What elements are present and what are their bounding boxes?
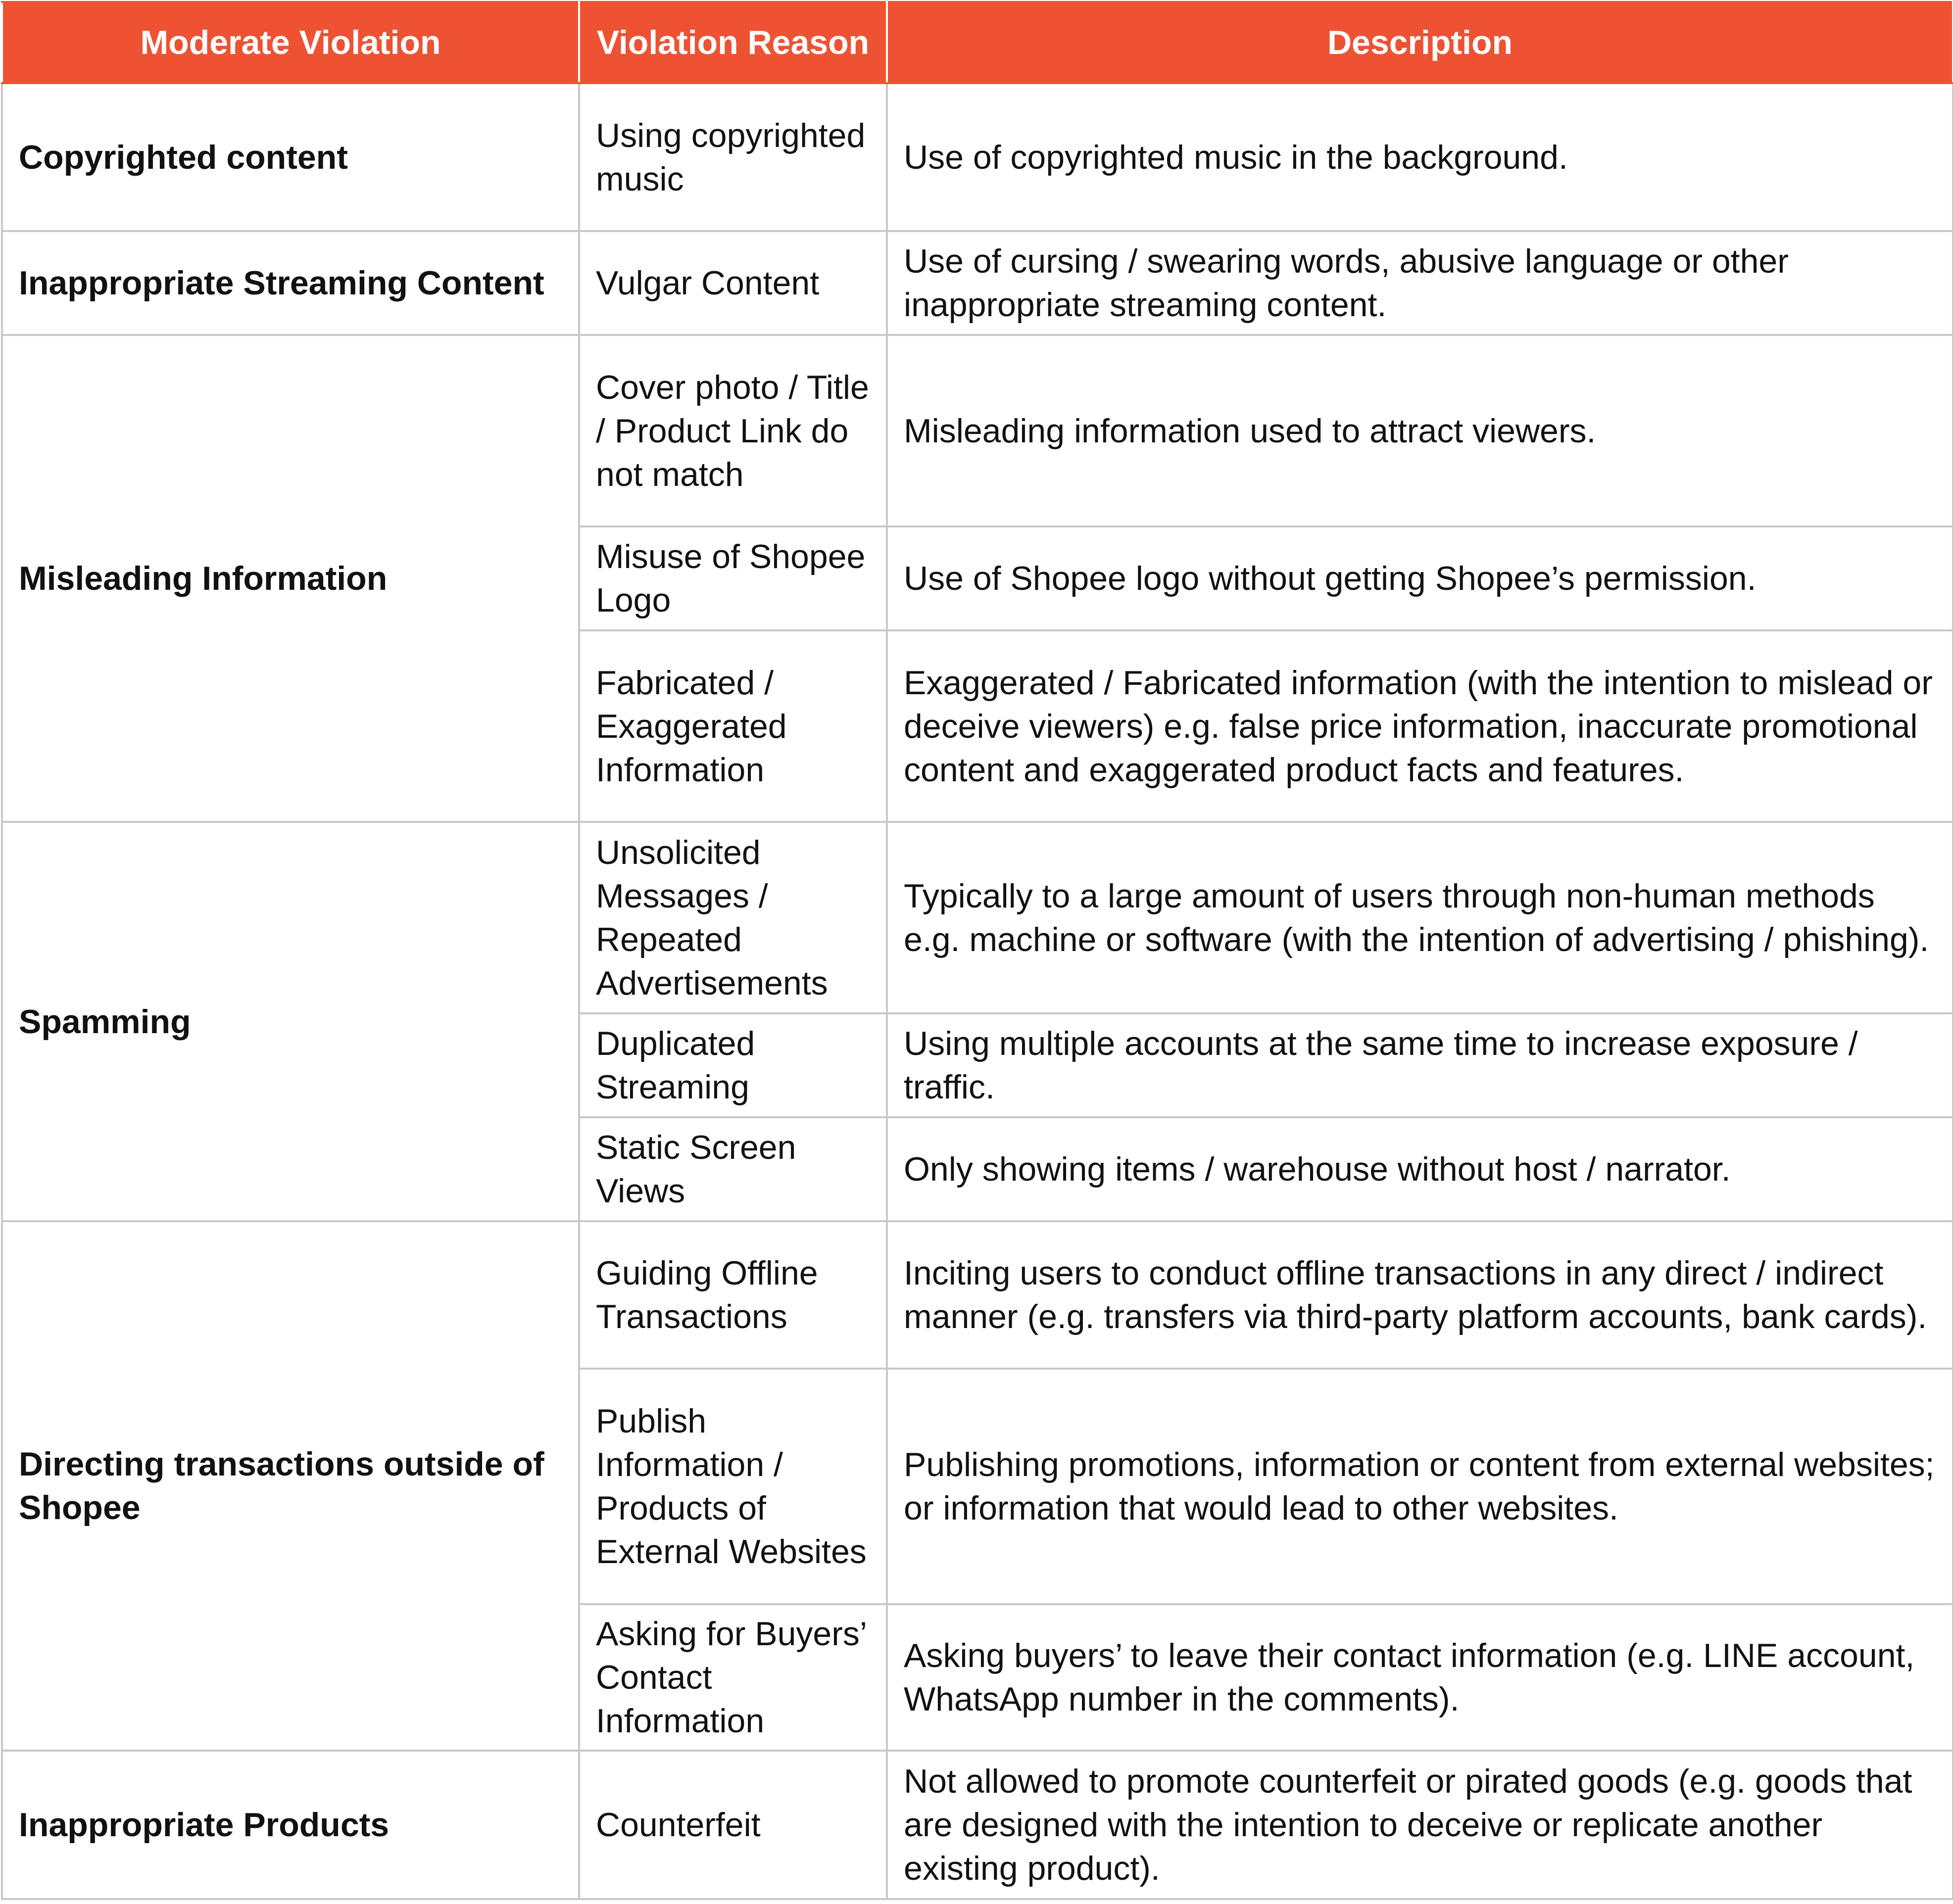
reason-cell: Using copyrighted music	[578, 82, 888, 232]
reason-cell: Publish Information / Products of Extern…	[578, 1368, 888, 1605]
table-row: Fabricated / Exaggerated Information Exa…	[2, 629, 1953, 823]
description-cell: Misleading information used to attract v…	[886, 334, 1953, 527]
reason-cell: Fabricated / Exaggerated Information	[578, 629, 888, 823]
description-cell: Exaggerated / Fabricated information (wi…	[886, 629, 1953, 823]
description-cell: Using multiple accounts at the same time…	[886, 1012, 1953, 1118]
table-row: Directing transactions outside of Shopee…	[1, 1220, 1953, 1752]
category-cell: Inappropriate Products	[1, 1750, 580, 1900]
table-row: Publish Information / Products of Extern…	[2, 1368, 1953, 1605]
description-cell: Inciting users to conduct offline transa…	[886, 1220, 1953, 1370]
description-cell: Publishing promotions, information or co…	[886, 1368, 1953, 1605]
table-row: Static Screen Views Only showing items /…	[2, 1116, 1953, 1222]
header-row: Moderate Violation Violation Reason Desc…	[1, 1, 1953, 84]
description-cell: Use of copyrighted music in the backgrou…	[886, 82, 1953, 232]
table-row: Spamming Unsolicited Messages / Repeated…	[1, 821, 1953, 1222]
reason-cell: Vulgar Content	[578, 230, 888, 336]
category-cell: Spamming	[1, 821, 580, 1222]
description-cell: Typically to a large amount of users thr…	[886, 821, 1953, 1014]
table-row: Misleading Information Cover photo / Tit…	[1, 334, 1953, 823]
reason-cell: Guiding Offline Transactions	[578, 1220, 888, 1370]
table-row: Asking for Buyers’ Contact Information A…	[2, 1603, 1953, 1752]
description-cell: Asking buyers’ to leave their contact in…	[886, 1603, 1953, 1752]
description-cell: Use of Shopee logo without getting Shope…	[886, 525, 1953, 631]
table-row: Copyrighted content Using copyrighted mu…	[1, 82, 1953, 232]
category-cell: Directing transactions outside of Shopee	[1, 1220, 580, 1752]
reason-cell: Asking for Buyers’ Contact Information	[578, 1603, 888, 1752]
description-cell: Not allowed to promote counterfeit or pi…	[886, 1750, 1953, 1900]
reason-cell: Cover photo / Title / Product Link do no…	[578, 334, 888, 527]
reason-cell: Duplicated Streaming	[578, 1012, 888, 1118]
description-cell: Use of cursing / swearing words, abusive…	[886, 230, 1953, 336]
category-cell: Copyrighted content	[1, 82, 580, 232]
table-row: Duplicated Streaming Using multiple acco…	[2, 1012, 1953, 1118]
header-violation-reason: Violation Reason	[578, 1, 888, 84]
reason-cell: Misuse of Shopee Logo	[578, 525, 888, 631]
header-description: Description	[886, 1, 1953, 84]
description-cell: Only showing items / warehouse without h…	[886, 1116, 1953, 1222]
category-cell: Misleading Information	[1, 334, 580, 823]
table-row: Inappropriate Products Counterfeit Not a…	[1, 1750, 1953, 1900]
reason-cell: Unsolicited Messages / Repeated Advertis…	[578, 821, 888, 1014]
header-moderate-violation: Moderate Violation	[1, 1, 580, 84]
category-cell: Inappropriate Streaming Content	[1, 230, 580, 336]
reason-cell: Counterfeit	[578, 1750, 888, 1900]
table-row: Misuse of Shopee Logo Use of Shopee logo…	[2, 525, 1953, 631]
table-row: Inappropriate Streaming Content Vulgar C…	[1, 230, 1953, 336]
reason-cell: Static Screen Views	[578, 1116, 888, 1222]
